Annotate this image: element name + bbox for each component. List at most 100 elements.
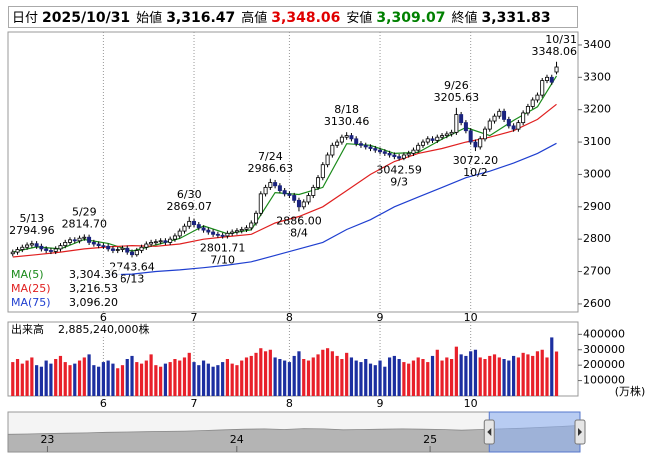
x-tick-label: 10 xyxy=(464,311,478,324)
volume-bar xyxy=(454,346,458,396)
candle-body xyxy=(468,130,473,143)
ma-line xyxy=(108,142,557,276)
candle-body xyxy=(506,118,511,127)
volume-bar xyxy=(531,355,535,396)
volume-bar xyxy=(125,359,129,396)
y-tick-label: 3400 xyxy=(583,38,611,51)
volume-bar xyxy=(225,359,230,396)
volume-bar xyxy=(68,365,72,396)
candle-body xyxy=(34,243,39,247)
volume-bar xyxy=(44,360,48,396)
volume-bar xyxy=(435,349,439,396)
navigator-window xyxy=(488,411,581,453)
volume-bar xyxy=(182,357,187,396)
candle-body xyxy=(258,193,263,214)
volume-bar xyxy=(263,351,268,396)
volume-bar xyxy=(545,357,549,396)
candle-body xyxy=(420,141,425,146)
candle-body xyxy=(158,240,163,243)
volume-bar xyxy=(254,352,258,396)
field-label: 安値 xyxy=(346,11,373,26)
y-tick-label: 200000 xyxy=(583,358,625,371)
legend-name: MA(75) xyxy=(11,296,51,309)
annotation-date: 9/3 xyxy=(390,176,408,189)
volume-bar xyxy=(230,363,234,396)
volume-bar xyxy=(192,362,196,396)
candle-body xyxy=(435,136,440,141)
x-tick-label: 6 xyxy=(100,397,107,410)
volume-bar xyxy=(516,357,520,396)
field-value: 3,348.06 xyxy=(271,10,341,26)
candle-body xyxy=(492,115,497,122)
candle-body xyxy=(172,235,177,240)
candle-body xyxy=(330,144,335,156)
volume-bar xyxy=(92,365,96,396)
candle-body xyxy=(239,229,244,232)
volume-bar xyxy=(116,368,120,396)
handle-arrow xyxy=(487,428,492,436)
volume-bar xyxy=(430,355,435,396)
navigator-tick-label: 25 xyxy=(423,433,437,446)
annotation-value: 3042.59 xyxy=(376,164,422,177)
volume-bar xyxy=(492,354,497,396)
volume-bar xyxy=(216,365,220,396)
volume-bar xyxy=(292,355,296,396)
candle-body xyxy=(392,154,397,158)
legend-box xyxy=(9,267,121,310)
annotation-value: 3072.20 xyxy=(453,154,499,167)
candle-body xyxy=(182,225,187,232)
candle-body xyxy=(125,247,130,253)
volume-bar xyxy=(459,354,463,396)
annotation-value: 2986.63 xyxy=(248,162,294,175)
volume-bar xyxy=(378,360,382,396)
volume-bar xyxy=(364,359,368,396)
volume-bar xyxy=(311,357,315,396)
candle-body xyxy=(382,151,387,154)
annotation-value: 2794.96 xyxy=(9,224,55,237)
volume-bar xyxy=(387,357,392,396)
volume-bar xyxy=(106,360,110,396)
volume-bar xyxy=(139,363,144,396)
legend-value: 3,216.53 xyxy=(69,282,118,295)
candle-body xyxy=(82,236,87,239)
y-tick-label: 2900 xyxy=(583,200,611,213)
volume-bar xyxy=(359,362,363,396)
volume-bar xyxy=(49,363,53,396)
volume-bar xyxy=(464,355,468,396)
volume-legend-bg xyxy=(9,323,159,336)
candle-body xyxy=(220,234,225,237)
volume-bar xyxy=(397,359,401,396)
candle-body xyxy=(273,182,278,187)
volume-bar xyxy=(526,354,530,396)
candle-body xyxy=(325,154,330,166)
candle-body xyxy=(502,110,507,120)
candle-body xyxy=(530,99,535,107)
candle-body xyxy=(163,240,168,243)
volume-bar xyxy=(187,352,191,396)
volume-bar xyxy=(478,357,482,396)
field-label: 終値 xyxy=(451,11,478,26)
annotation-date: 5/13 xyxy=(19,212,44,225)
candle-body xyxy=(354,138,359,145)
volume-bar xyxy=(535,351,540,396)
volume-bar xyxy=(402,362,406,396)
volume-bar xyxy=(345,352,349,396)
candle-body xyxy=(254,212,259,224)
volume-bar xyxy=(163,363,168,396)
volume-bar xyxy=(154,365,158,396)
field-label: 始値 xyxy=(136,11,163,26)
volume-bar xyxy=(206,363,210,396)
candle-body xyxy=(511,125,516,130)
candle-body xyxy=(77,237,82,242)
volume-bar xyxy=(101,362,105,396)
candle-body xyxy=(115,249,120,251)
volume-bar xyxy=(340,359,344,396)
y-tick-label: 2700 xyxy=(583,265,611,278)
volume-bar xyxy=(63,362,67,396)
candle-body xyxy=(406,152,411,156)
candle-body xyxy=(234,230,239,233)
candle-body xyxy=(96,243,101,247)
candle-body xyxy=(139,246,144,251)
header: 日付 2025/10/31 始値 3,316.47 高値 3,348.06 安値 3,309.… xyxy=(8,6,578,28)
